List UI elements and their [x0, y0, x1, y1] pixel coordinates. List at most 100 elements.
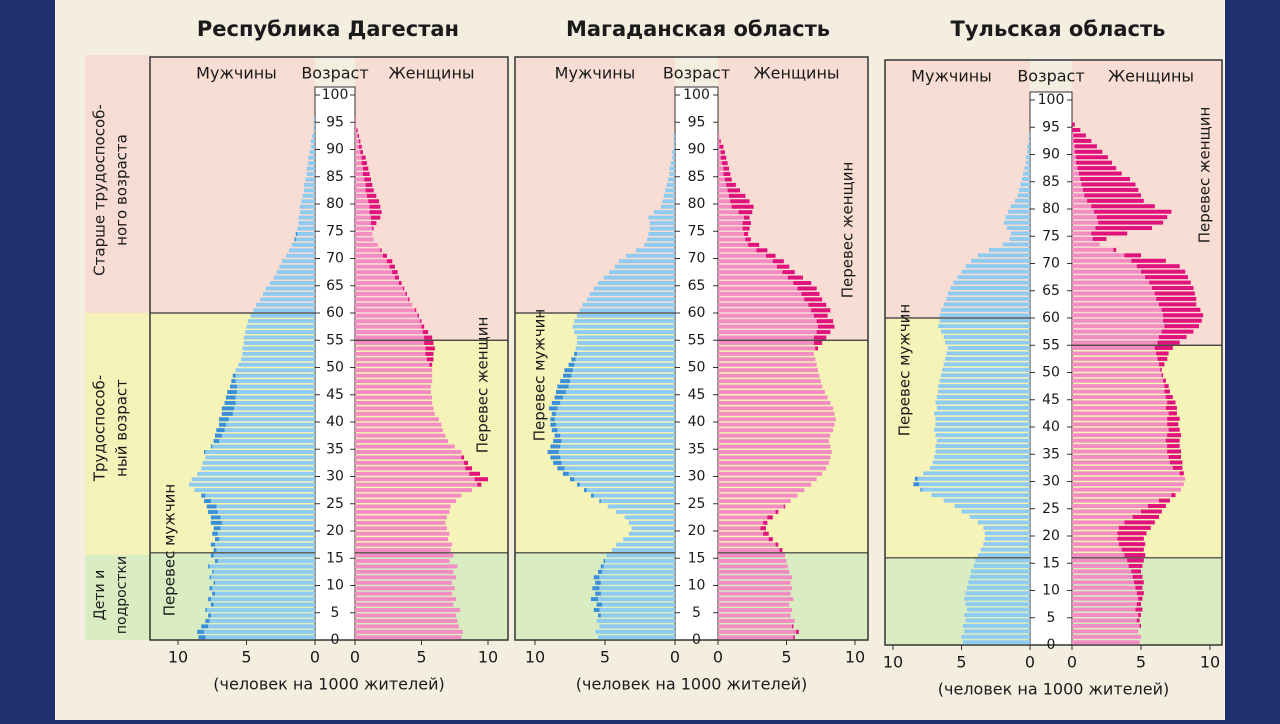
female-excess	[1167, 400, 1176, 405]
male-bar	[600, 564, 675, 569]
male-bar	[973, 564, 1030, 568]
female-excess	[1091, 231, 1128, 236]
male-bar	[1005, 215, 1030, 220]
female-bar	[355, 597, 457, 602]
female-bar	[355, 411, 435, 416]
female-excess	[369, 210, 382, 215]
male-excess	[216, 428, 225, 433]
female-excess	[358, 139, 361, 144]
female-excess	[1078, 171, 1122, 176]
female-bar	[355, 428, 443, 433]
female-bar	[355, 548, 451, 553]
male-excess	[213, 548, 217, 553]
male-bar	[553, 460, 675, 465]
male-bar	[310, 139, 315, 144]
male-excess	[593, 575, 600, 580]
female-excess	[425, 346, 435, 351]
female-bar	[1072, 340, 1180, 345]
male-excess	[563, 471, 569, 476]
x-tick-label: 40	[1042, 419, 1060, 435]
female-bar	[1072, 378, 1166, 383]
male-bar	[983, 542, 1030, 547]
x-tick-label: 45	[326, 387, 344, 403]
male-bar	[253, 308, 315, 313]
male-excess	[210, 553, 214, 558]
female-excess	[365, 188, 374, 193]
male-bar	[1025, 155, 1030, 160]
female-bar	[1072, 400, 1176, 405]
female-excess	[464, 460, 469, 465]
female-bar	[355, 477, 488, 482]
female-bar	[355, 433, 446, 438]
male-bar	[672, 150, 675, 155]
female-bar	[1072, 564, 1143, 568]
male-bar	[213, 439, 315, 444]
x-tick-label: 75	[326, 223, 344, 239]
x-tick-label: 80	[688, 196, 706, 212]
male-bar	[920, 487, 1030, 492]
male-bar	[201, 466, 315, 471]
female-bar	[718, 455, 831, 460]
male-bar	[934, 427, 1030, 432]
female-bar	[718, 264, 790, 269]
x-tick-label: 60	[688, 305, 706, 321]
male-bar	[1025, 160, 1030, 165]
female-excess	[1073, 138, 1092, 143]
female-bar	[718, 259, 784, 264]
female-excess	[465, 466, 473, 471]
male-excess	[592, 586, 600, 591]
male-bar	[957, 275, 1030, 280]
male-bar	[603, 559, 675, 563]
male-bar	[291, 242, 315, 247]
male-bar	[672, 155, 675, 160]
female-excess	[797, 286, 817, 291]
female-excess	[1158, 335, 1187, 340]
male-bar	[235, 368, 315, 373]
female-bar	[355, 341, 434, 345]
age-axis	[314, 86, 356, 641]
female-bar	[1072, 553, 1146, 558]
x-tick-label: 80	[1042, 201, 1060, 217]
female-excess	[793, 635, 795, 640]
female-bar	[718, 450, 832, 454]
male-bar	[219, 417, 315, 422]
y-tick-label: 0	[1067, 653, 1077, 672]
female-excess	[1113, 247, 1117, 252]
female-bar	[1072, 302, 1197, 307]
male-excess	[595, 591, 601, 596]
male-bar	[553, 439, 675, 444]
female-bar	[355, 591, 453, 596]
male-excess	[212, 569, 214, 574]
female-bar	[718, 291, 820, 296]
female-bar	[1072, 514, 1159, 519]
female-excess	[429, 362, 433, 367]
female-excess	[408, 297, 410, 302]
male-excess	[209, 575, 211, 580]
female-bar	[355, 613, 457, 618]
female-bar	[355, 357, 434, 362]
female-bar	[355, 400, 433, 405]
x-tick-label: 65	[1042, 283, 1060, 299]
male-bar	[648, 215, 675, 220]
male-bar	[243, 335, 315, 340]
male-bar	[269, 281, 315, 285]
female-excess	[1167, 444, 1180, 449]
female-bar	[718, 417, 836, 422]
male-bar	[312, 133, 315, 138]
female-bar	[355, 564, 458, 569]
male-excess	[214, 559, 218, 563]
male-bar	[551, 411, 675, 416]
male-excess	[221, 406, 235, 411]
male-excess	[221, 411, 233, 416]
female-excess	[405, 291, 407, 296]
male-bar	[554, 395, 675, 400]
x-tick-label: 55	[688, 332, 706, 348]
female-bar	[355, 123, 357, 127]
female-bar	[1072, 471, 1184, 476]
male-bar	[943, 362, 1030, 367]
male-bar	[256, 302, 315, 307]
y-tick-label: 5	[781, 648, 791, 667]
x-tick-label: 100	[683, 87, 710, 103]
male-bar	[213, 548, 315, 553]
male-bar	[213, 580, 315, 585]
